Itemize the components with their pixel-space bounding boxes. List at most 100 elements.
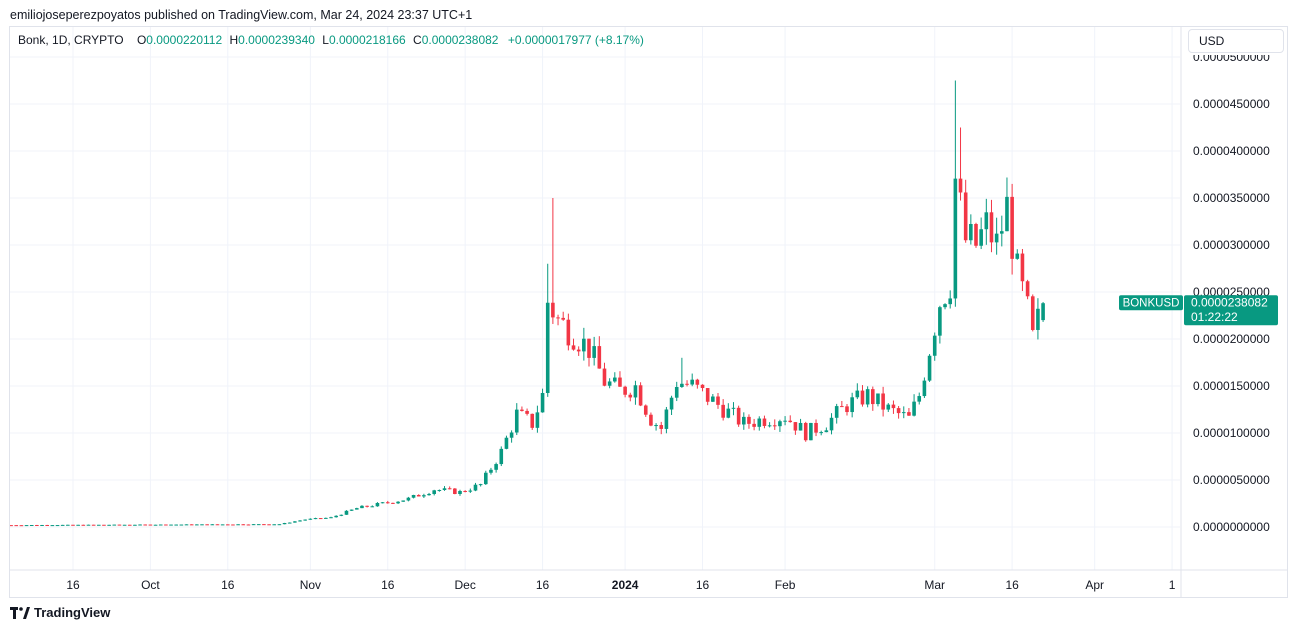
candle-body bbox=[1036, 308, 1040, 330]
candle-body bbox=[927, 355, 932, 381]
candle-body bbox=[721, 404, 725, 418]
candle-body bbox=[638, 385, 643, 406]
candle-body bbox=[473, 484, 478, 491]
candle-body bbox=[86, 524, 91, 526]
candle-body bbox=[989, 212, 994, 243]
candle-body bbox=[674, 386, 679, 398]
candle-body bbox=[535, 412, 540, 428]
candle-body bbox=[432, 490, 436, 494]
x-tick-label: Nov bbox=[300, 578, 321, 592]
candle-body bbox=[396, 501, 400, 504]
price-tag-value: 0.0000238082 bbox=[1191, 296, 1268, 310]
candle-body bbox=[164, 524, 168, 526]
candle-body bbox=[344, 510, 349, 515]
candle-body bbox=[1000, 231, 1004, 234]
candle-body bbox=[236, 524, 240, 526]
tradingview-logo[interactable]: TradingView bbox=[10, 605, 110, 620]
candle-body bbox=[876, 393, 880, 405]
candle-body bbox=[267, 524, 271, 526]
candle-body bbox=[819, 432, 823, 434]
candle-body bbox=[1030, 296, 1035, 330]
candle-body bbox=[974, 223, 978, 246]
legend-close-value: 0.0000238082 bbox=[421, 33, 499, 47]
price-tag-countdown: 01:22:22 bbox=[1191, 310, 1238, 324]
candle-body bbox=[1015, 253, 1020, 259]
currency-button[interactable]: USD bbox=[1188, 29, 1284, 53]
candle-body bbox=[349, 509, 354, 511]
candle-body bbox=[293, 521, 297, 523]
candle-body bbox=[520, 409, 524, 411]
candle-body bbox=[406, 497, 411, 501]
candle-body bbox=[416, 494, 421, 497]
candle-body bbox=[231, 524, 235, 526]
candle-body bbox=[566, 319, 571, 346]
candle-body bbox=[932, 335, 937, 356]
candle-body bbox=[840, 406, 844, 408]
x-tick-label: 16 bbox=[696, 578, 710, 592]
chart-frame bbox=[9, 26, 1288, 598]
candle-body bbox=[355, 508, 359, 510]
candle-body bbox=[272, 524, 277, 526]
candle-body bbox=[220, 524, 225, 526]
candle-body bbox=[969, 223, 973, 241]
candle-body bbox=[607, 381, 612, 386]
candle-body bbox=[958, 178, 963, 193]
y-tick-label: 0.0000100000 bbox=[1193, 426, 1270, 440]
candle-body bbox=[138, 524, 142, 526]
y-tick-label: 0.0000400000 bbox=[1193, 144, 1270, 158]
candle-body bbox=[685, 383, 689, 385]
candle-body bbox=[50, 525, 55, 527]
candle-body bbox=[814, 422, 818, 433]
candle-body bbox=[468, 490, 473, 492]
legend-close-label: C bbox=[413, 33, 422, 47]
candle-body bbox=[478, 484, 483, 486]
candle-body bbox=[102, 524, 106, 526]
candle-body bbox=[422, 495, 426, 497]
candle-body bbox=[174, 524, 178, 526]
candle-body bbox=[365, 505, 369, 507]
x-tick-label: 16 bbox=[1005, 578, 1019, 592]
candle-body bbox=[762, 418, 767, 426]
legend-change: +0.0000017977 (+8.17%) bbox=[507, 33, 644, 47]
candle-body bbox=[618, 377, 622, 387]
x-tick-label: Oct bbox=[141, 578, 160, 592]
candle-body bbox=[133, 524, 137, 526]
candle-body bbox=[623, 386, 627, 395]
candle-body bbox=[711, 396, 715, 402]
candle-body bbox=[778, 421, 782, 427]
candle-body bbox=[489, 469, 493, 473]
candles-group bbox=[10, 80, 1045, 527]
candle-body bbox=[514, 409, 519, 433]
candle-body bbox=[767, 425, 772, 427]
candle-body bbox=[752, 423, 756, 427]
candle-body bbox=[757, 418, 762, 427]
candle-body bbox=[453, 488, 457, 494]
candle-body bbox=[298, 520, 302, 522]
candle-body bbox=[189, 524, 194, 526]
candle-body bbox=[127, 524, 132, 526]
candle-body bbox=[324, 517, 328, 519]
candle-body bbox=[318, 518, 323, 520]
candle-body bbox=[411, 494, 416, 498]
legend-symbol: Bonk, 1D, CRYPTO bbox=[18, 33, 124, 47]
candle-body bbox=[179, 524, 184, 526]
x-tick-label: Dec bbox=[454, 578, 475, 592]
candle-body bbox=[246, 524, 251, 526]
candle-body bbox=[886, 404, 891, 410]
candle-body bbox=[262, 524, 266, 526]
candle-body bbox=[509, 432, 514, 438]
y-tick-label: 0.0000350000 bbox=[1193, 191, 1270, 205]
candle-body bbox=[226, 524, 230, 526]
candle-body bbox=[329, 517, 333, 519]
candle-body bbox=[540, 392, 545, 413]
candle-body bbox=[29, 524, 34, 526]
candle-body bbox=[499, 448, 504, 465]
candle-body bbox=[571, 345, 576, 350]
candle-body bbox=[654, 425, 658, 427]
candle-body bbox=[360, 505, 364, 509]
candle-body bbox=[597, 346, 602, 369]
candle-body bbox=[613, 377, 617, 382]
candle-body bbox=[865, 389, 870, 405]
